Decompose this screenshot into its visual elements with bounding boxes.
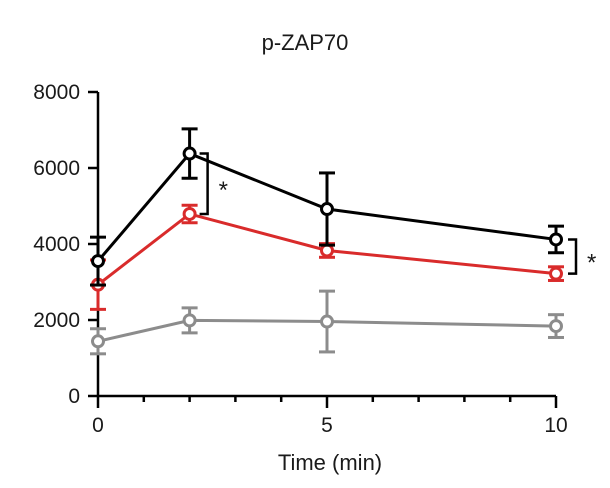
series-layer [90, 127, 564, 356]
data-point [182, 206, 197, 221]
y-tick-label: 4000 [33, 233, 80, 256]
annotation-layer: ** [199, 152, 596, 277]
significance-bracket [568, 238, 578, 275]
series-line [97, 318, 557, 343]
y-tick-label: 2000 [33, 309, 80, 332]
data-point [182, 313, 197, 328]
significance-asterisk: * [219, 177, 228, 204]
series-3 [90, 289, 564, 356]
x-tick-label: 10 [544, 414, 567, 437]
series-2 [90, 203, 564, 311]
data-point [549, 232, 563, 247]
x-tick-label: 0 [92, 414, 104, 437]
significance-bracket [199, 152, 209, 216]
series-1 [90, 127, 564, 287]
series-line [97, 212, 557, 286]
data-point [549, 319, 563, 334]
x-ticks: 0 5 10 [92, 396, 568, 437]
significance-asterisk: * [587, 250, 596, 277]
data-point [91, 334, 105, 349]
y-tick-label: 0 [68, 385, 80, 408]
data-point [182, 146, 197, 161]
data-point [320, 314, 334, 329]
x-axis-title: Time (min) [278, 450, 382, 475]
y-tick-label: 6000 [33, 157, 80, 180]
y-ticks: 0 2000 4000 6000 8000 [33, 81, 98, 408]
x-tick-label: 5 [321, 414, 333, 437]
y-tick-label: 8000 [33, 81, 80, 104]
data-point [91, 254, 105, 269]
data-point [320, 202, 334, 217]
data-point [549, 266, 563, 281]
series-line [96, 151, 557, 263]
chart-title: p-ZAP70 [262, 30, 349, 55]
